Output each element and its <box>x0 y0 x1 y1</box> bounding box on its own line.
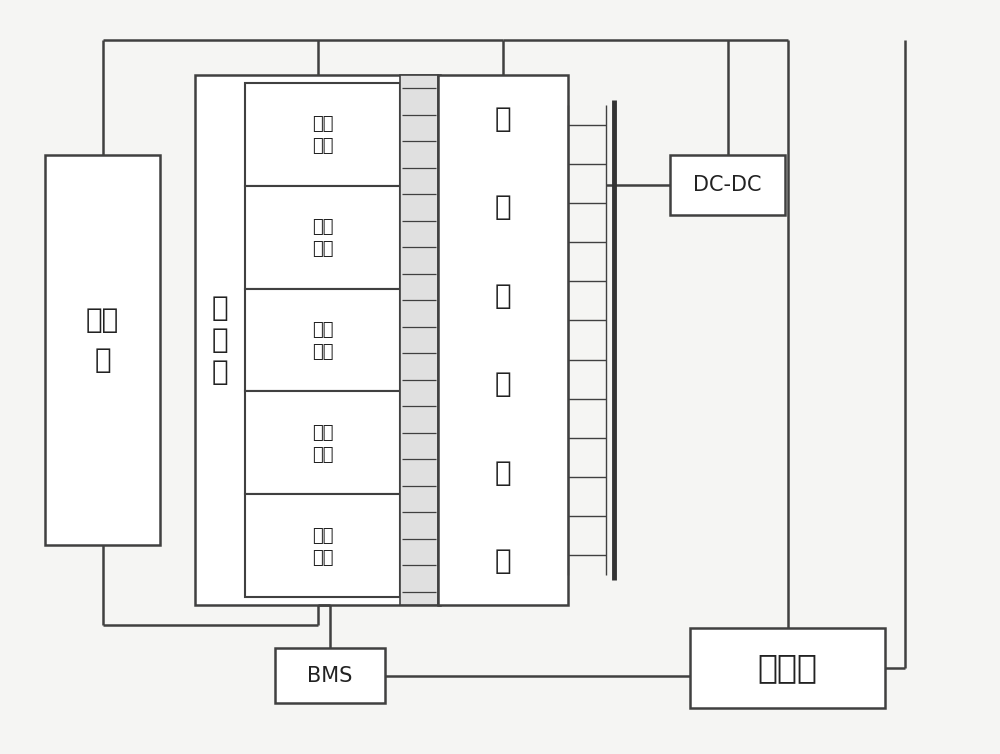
Bar <box>690 628 885 708</box>
Text: 机: 机 <box>94 346 111 374</box>
Text: 电池: 电池 <box>312 526 333 544</box>
Text: 电: 电 <box>212 294 228 322</box>
Bar <box>245 494 400 597</box>
Text: 充电: 充电 <box>86 306 119 334</box>
Bar <box>438 75 568 605</box>
Bar <box>245 83 400 185</box>
Text: 开: 开 <box>495 458 511 486</box>
Text: BMS: BMS <box>307 666 353 685</box>
Text: 电池: 电池 <box>312 321 333 339</box>
Bar <box>245 289 400 391</box>
Text: 单元: 单元 <box>312 137 333 155</box>
Text: 电池: 电池 <box>312 424 333 442</box>
Bar <box>245 391 400 494</box>
Text: 电池: 电池 <box>312 115 333 133</box>
Text: 多: 多 <box>495 105 511 133</box>
Text: 组: 组 <box>212 358 228 386</box>
Text: 关: 关 <box>495 547 511 575</box>
Text: 控: 控 <box>495 282 511 310</box>
Bar <box>670 155 785 215</box>
Bar <box>275 648 385 703</box>
Text: 控制器: 控制器 <box>758 651 818 685</box>
Bar <box>45 155 160 545</box>
Text: 电池: 电池 <box>312 218 333 236</box>
Text: 单元: 单元 <box>312 446 333 464</box>
Text: 单元: 单元 <box>312 241 333 258</box>
Text: 路: 路 <box>495 194 511 222</box>
Text: 单元: 单元 <box>312 343 333 361</box>
Text: 制: 制 <box>495 370 511 398</box>
Bar <box>400 75 438 605</box>
Bar <box>245 185 400 289</box>
Text: DC-DC: DC-DC <box>693 175 762 195</box>
Text: 单元: 单元 <box>312 549 333 566</box>
Bar <box>195 75 440 605</box>
Text: 池: 池 <box>212 326 228 354</box>
